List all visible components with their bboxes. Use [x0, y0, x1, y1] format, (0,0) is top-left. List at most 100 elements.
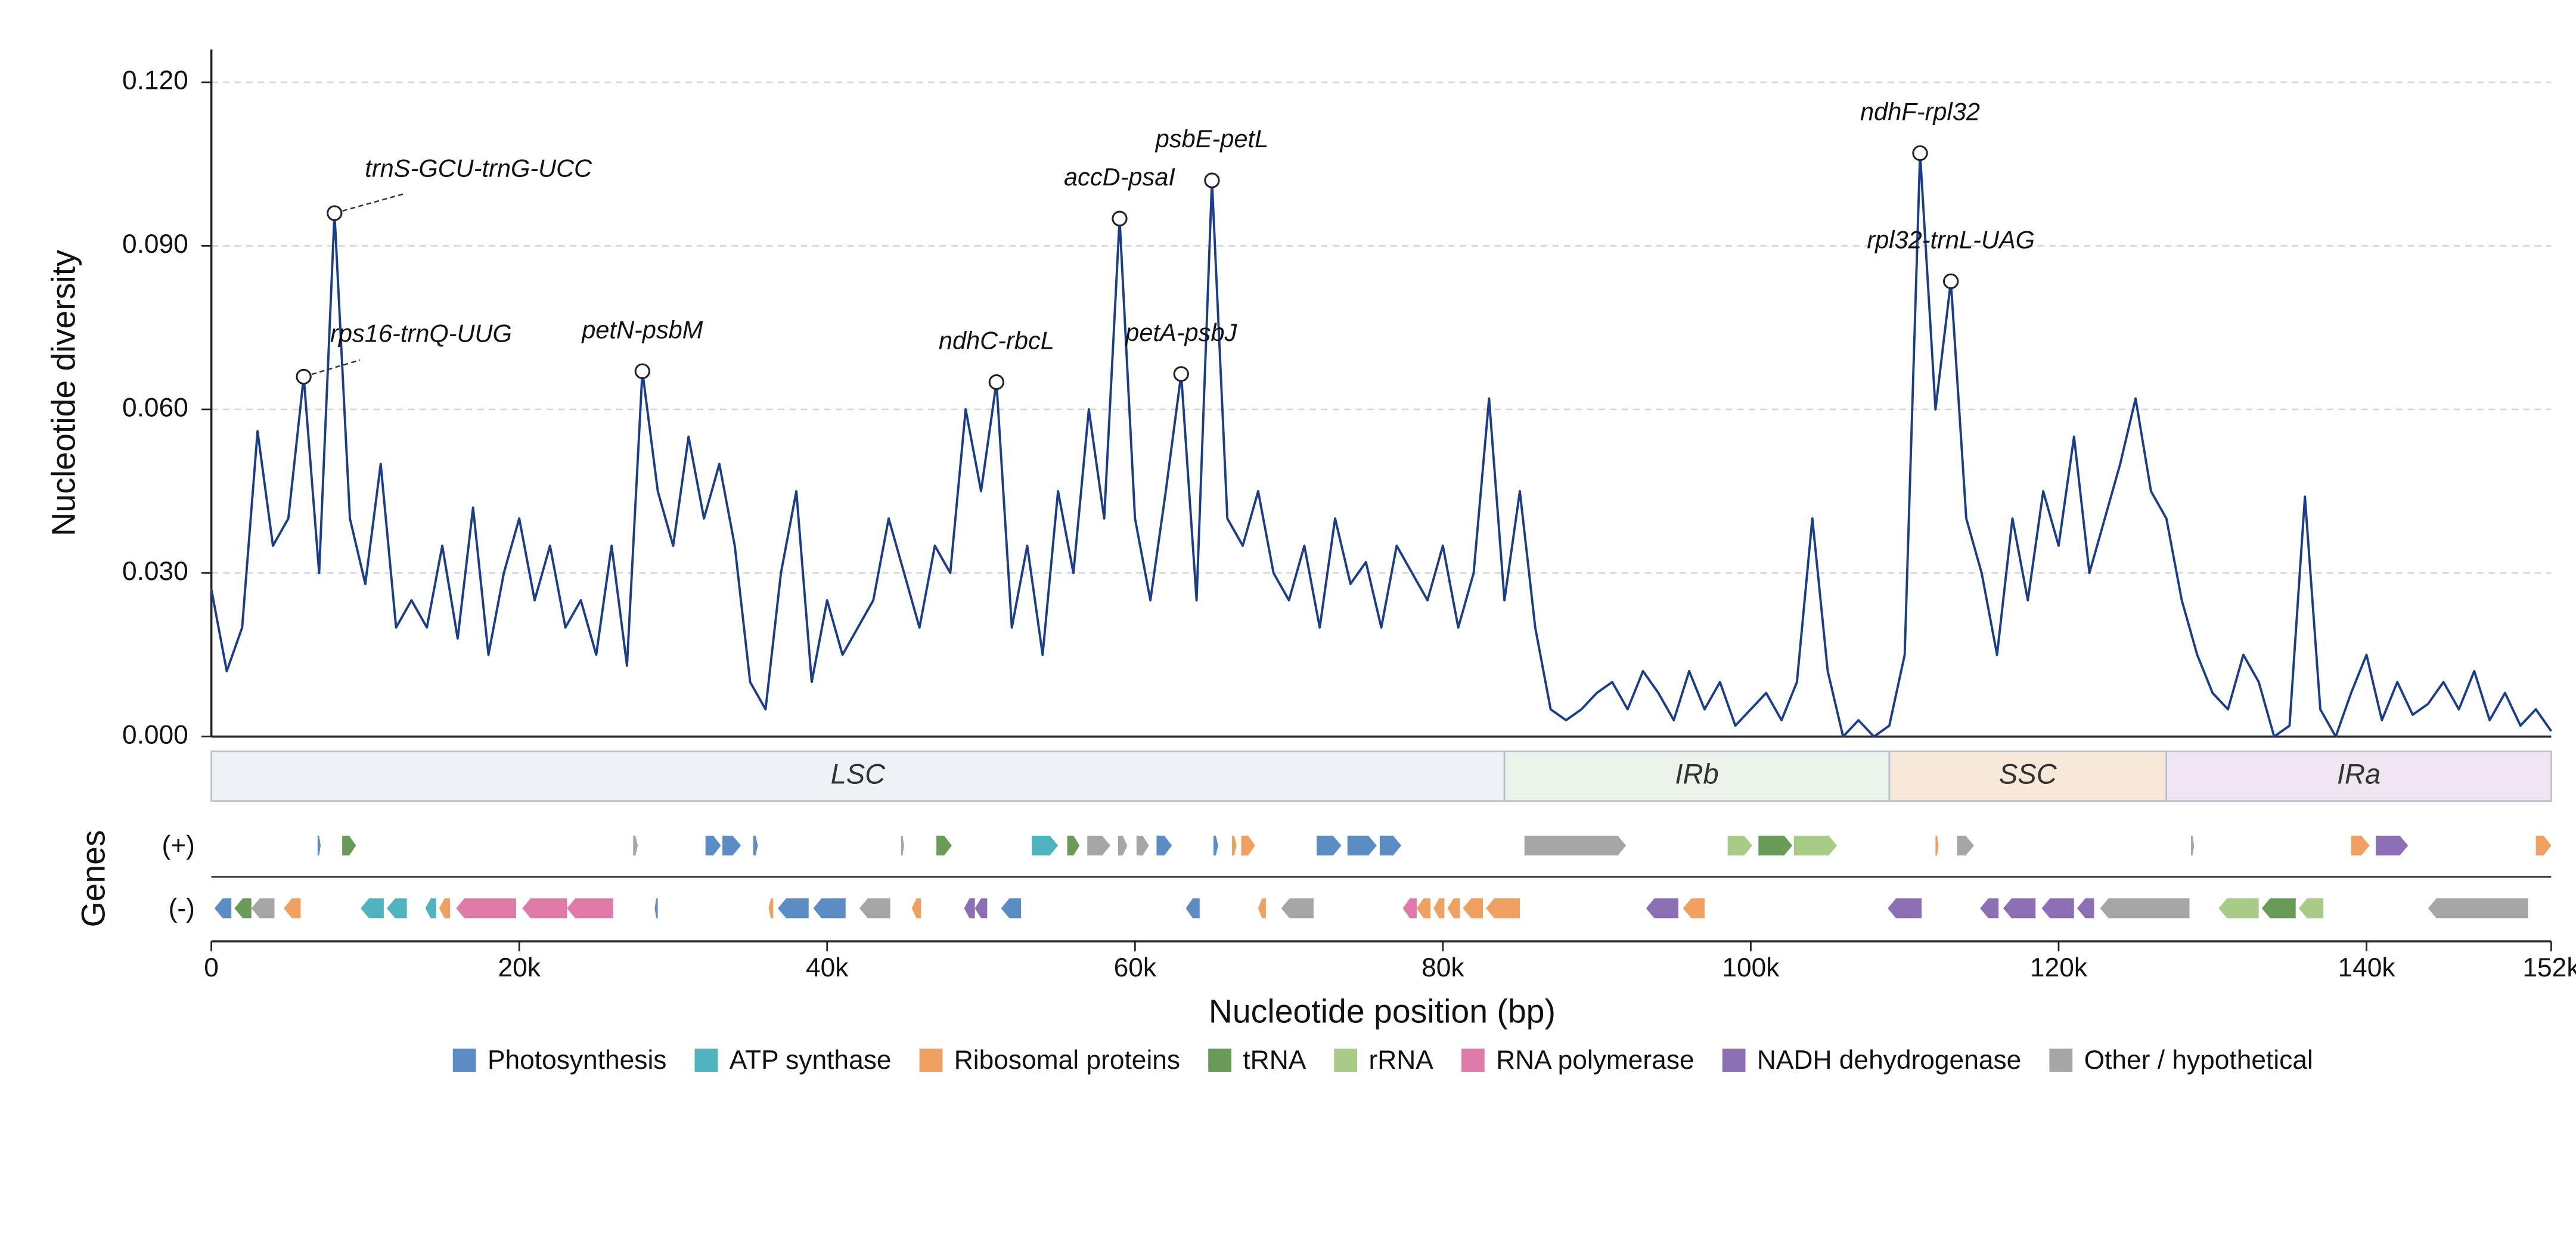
- gene-arrow: [768, 898, 774, 919]
- gene-arrow: [1087, 835, 1110, 856]
- gene-arrow: [2351, 835, 2370, 856]
- legend-swatch: [2049, 1049, 2073, 1072]
- gene-arrow: [1888, 898, 1922, 919]
- legend-swatch: [694, 1049, 718, 1072]
- region-label: SSC: [1999, 758, 2057, 790]
- gene-arrow: [1416, 898, 1431, 919]
- gene-arrow: [705, 835, 721, 856]
- gene-arrow: [317, 835, 321, 856]
- y-tick-label: 0.090: [122, 229, 188, 259]
- annotation-leader: [303, 359, 361, 378]
- strand-label: (-): [169, 894, 195, 923]
- gene-arrow: [1524, 835, 1627, 856]
- gene-arrow: [778, 898, 809, 919]
- peak-marker: [634, 363, 650, 379]
- x-tick-label: 140k: [2338, 953, 2395, 982]
- y-tick-label: 0.030: [122, 557, 188, 586]
- gene-arrow: [2041, 898, 2074, 919]
- gene-arrow: [1793, 835, 1838, 856]
- gene-arrow: [1317, 835, 1342, 856]
- gene-arrow: [633, 835, 638, 856]
- y-tick-label: 0.000: [122, 720, 188, 749]
- legend-label: RNA polymerase: [1496, 1046, 1694, 1075]
- x-tick-label: 100k: [1722, 953, 1780, 982]
- gene-arrow: [1156, 835, 1172, 856]
- peak-marker: [327, 205, 343, 221]
- x-tick-label: 0: [204, 953, 219, 982]
- annotation-label: psbE-petL: [1154, 125, 1268, 153]
- gene-arrow: [1032, 835, 1059, 856]
- strand-label: (+): [162, 831, 195, 860]
- annotation-label: ndhF-rpl32: [1860, 97, 1980, 125]
- x-tick-label: 20k: [498, 953, 541, 982]
- gene-arrow: [2100, 898, 2190, 919]
- y-axis-title: Nucleotide diversity: [45, 250, 82, 536]
- gene-arrow: [2218, 898, 2259, 919]
- gene-arrow: [2003, 898, 2036, 919]
- region-label: LSC: [831, 758, 886, 790]
- gene-arrow: [1980, 898, 1999, 919]
- gene-arrow: [425, 898, 436, 919]
- gene-arrow: [722, 835, 741, 856]
- legend-swatch: [1722, 1049, 1746, 1072]
- gene-arrow: [522, 898, 567, 919]
- peak-marker: [1943, 273, 1959, 290]
- peak-marker: [988, 374, 1005, 390]
- region-band: [1503, 750, 1891, 802]
- x-tick-label: 152k: [2522, 953, 2576, 982]
- gene-arrow: [1463, 898, 1483, 919]
- region-band: [210, 750, 1506, 802]
- gene-arrow: [1241, 835, 1255, 856]
- gene-arrow: [439, 898, 450, 919]
- legend-label: tRNA: [1243, 1046, 1306, 1075]
- x-tick-label: 80k: [1422, 953, 1464, 982]
- legend-label: Photosynthesis: [488, 1046, 667, 1075]
- gene-arrow: [1433, 898, 1445, 919]
- peak-marker: [1912, 145, 1928, 162]
- legend-swatch: [919, 1049, 943, 1072]
- gene-arrow: [214, 898, 232, 919]
- gene-arrow: [1001, 898, 1022, 919]
- gene-arrow: [936, 835, 952, 856]
- gene-arrow: [1258, 898, 1266, 919]
- diversity-line: [210, 151, 2553, 738]
- legend-swatch: [1461, 1049, 1485, 1072]
- gene-arrow: [901, 835, 904, 856]
- gene-arrow: [2191, 835, 2195, 856]
- gene-arrow: [1758, 835, 1793, 856]
- x-tick-label: 40k: [806, 953, 849, 982]
- region-label: IRb: [1675, 758, 1718, 790]
- annotation-label: trnS-GCU-trnG-UCC: [365, 154, 592, 182]
- gene-arrow: [2077, 898, 2094, 919]
- gene-arrow: [813, 898, 846, 919]
- y-tick-label: 0.120: [122, 66, 188, 95]
- region-label: IRa: [2337, 758, 2381, 790]
- legend-label: Other / hypothetical: [2084, 1046, 2313, 1075]
- legend-swatch: [1334, 1049, 1358, 1072]
- annotation-label: accD-psaI: [1064, 163, 1175, 191]
- x-tick-label: 120k: [2030, 953, 2088, 982]
- annotation-leader: [334, 192, 406, 214]
- gene-arrow: [911, 898, 921, 919]
- peak-marker: [1112, 210, 1128, 227]
- gene-arrow: [1727, 835, 1752, 856]
- peak-marker: [296, 368, 312, 385]
- gene-arrow: [1379, 835, 1402, 856]
- gene-arrow: [567, 898, 613, 919]
- gene-arrow: [1347, 835, 1377, 856]
- gene-arrow: [361, 898, 384, 919]
- x-axis-title: Nucleotide position (bp): [1209, 993, 1556, 1030]
- gene-arrow: [2298, 898, 2324, 919]
- gene-arrow: [342, 835, 356, 856]
- peak-marker: [1204, 172, 1220, 188]
- legend-label: Ribosomal proteins: [954, 1046, 1180, 1075]
- annotation-label: rpl32-trnL-UAG: [1867, 225, 2035, 253]
- gene-arrow: [2428, 898, 2528, 919]
- legend-label: NADH dehydrogenase: [1757, 1046, 2021, 1075]
- legend-label: rRNA: [1369, 1046, 1434, 1075]
- gene-arrow: [974, 898, 988, 919]
- region-band: [2165, 750, 2552, 802]
- y-tick-label: 0.060: [122, 393, 188, 423]
- gene-arrow: [2376, 835, 2409, 856]
- gene-arrow: [1957, 835, 1974, 856]
